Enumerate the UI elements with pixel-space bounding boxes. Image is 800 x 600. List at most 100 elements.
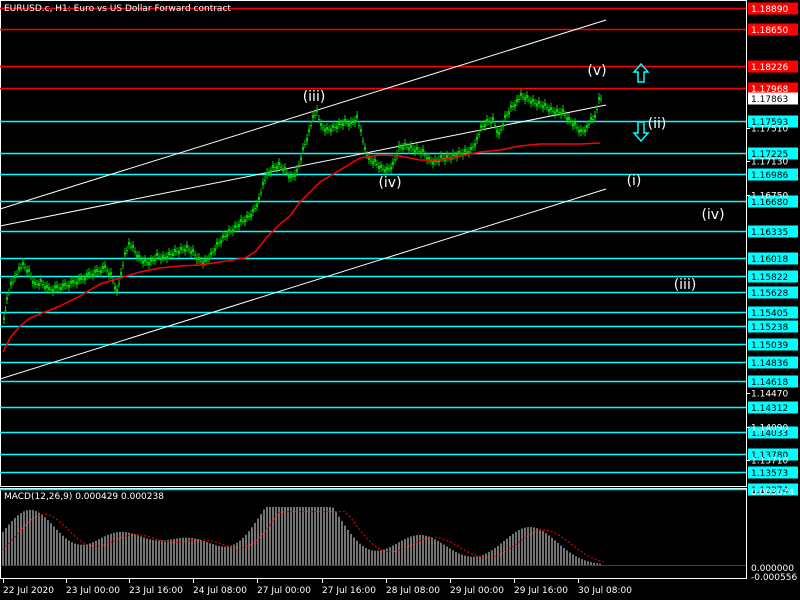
candle-body [208, 257, 210, 261]
candle-body [324, 128, 326, 132]
support-price-label: 1.13573 [751, 469, 788, 479]
candle-body [118, 283, 120, 285]
candle-body [158, 256, 160, 258]
candle-body [162, 255, 164, 258]
candle-body [50, 289, 52, 291]
candle-body [274, 167, 276, 168]
support-price-box [748, 426, 798, 439]
candle-body [130, 246, 132, 248]
down-arrow-icon [632, 121, 650, 143]
horizontal-levels-layer [0, 7, 746, 491]
candle-body [144, 259, 146, 262]
candle-body [508, 111, 510, 115]
chart-title: EURUSD.c, H1: Euro vs US Dollar Forward … [4, 4, 231, 14]
price-tick-label: 1.17510 [751, 125, 788, 135]
candle-body [272, 165, 274, 168]
moving-average-layer [2, 142, 601, 353]
time-axis-label: 30 Jul 08:00 [578, 586, 632, 596]
candle-body [364, 147, 366, 150]
candle-body [594, 115, 596, 118]
candle-body [210, 252, 212, 255]
candle-body [406, 146, 408, 148]
support-price-box [748, 466, 798, 479]
candle-body [10, 282, 12, 285]
candle-body [170, 254, 172, 255]
candle-body [558, 112, 560, 113]
candle-body [566, 117, 568, 121]
candle-body [384, 169, 386, 173]
candle-body [408, 147, 410, 151]
candle-body [254, 208, 256, 209]
candle-body [192, 249, 194, 252]
candle-body [458, 151, 460, 154]
support-price-box [748, 147, 798, 160]
candle-body [512, 106, 514, 107]
candle-body [102, 266, 104, 269]
candle-body [232, 229, 234, 233]
price-axis-layer: 1.18890 1.18650 1.18226 1.17968 1.17593 1.172… [746, 2, 798, 496]
candle-body [204, 259, 206, 262]
candle-body [216, 242, 218, 245]
candle-body [344, 119, 346, 122]
candle-body [498, 132, 500, 135]
candle-body [356, 115, 358, 118]
candle-body [366, 155, 368, 156]
candle-body [588, 124, 590, 125]
candle-body [570, 121, 572, 123]
candle-body [312, 115, 314, 118]
candle-body [68, 284, 70, 288]
candle-body [360, 129, 362, 132]
candle-body [368, 157, 370, 160]
candle-body [256, 204, 258, 207]
candle-body [166, 256, 168, 259]
candle-body [236, 226, 238, 227]
candle-body [110, 272, 112, 275]
candle-body [552, 110, 554, 112]
candle-body [392, 162, 394, 165]
macd-layer: 0.003674 0.000000-0.000556 [0, 488, 797, 583]
candle-body [48, 287, 50, 290]
candle-body [466, 151, 468, 153]
resistance-price-label: 1.17968 [751, 85, 788, 95]
support-price-label: 1.14312 [751, 404, 788, 414]
candle-body [424, 154, 426, 156]
wave-label-main-iii: (iii) [303, 89, 326, 105]
candle-body [516, 99, 518, 102]
candle-body [134, 251, 136, 253]
support-price-label: 1.14836 [751, 359, 788, 369]
candle-body [94, 269, 96, 273]
resistance-price-box [748, 60, 798, 73]
candle-body [112, 280, 114, 282]
candle-body [86, 273, 88, 277]
support-price-box [748, 225, 798, 238]
time-axis-label: 23 Jul 16:00 [129, 586, 183, 596]
candle-body [318, 119, 320, 120]
candle-body [142, 260, 144, 264]
candle-body [42, 284, 44, 285]
candle-body [64, 283, 66, 286]
candle-body [402, 146, 404, 150]
candle-body [3, 317, 5, 320]
main-chart-frame [0, 0, 747, 487]
candle-body [6, 297, 8, 300]
candle-body [522, 96, 524, 98]
candle-body [420, 151, 422, 155]
candle-body [146, 262, 148, 263]
candle-body [302, 147, 304, 150]
candle-body [234, 225, 236, 228]
support-price-box [748, 168, 798, 181]
candle-body [276, 166, 278, 169]
candle-body [454, 155, 456, 157]
time-axis-label: 24 Jul 08:00 [193, 586, 247, 596]
candle-body [266, 172, 268, 175]
support-price-box [748, 115, 798, 128]
candle-body [70, 280, 72, 284]
candle-body [182, 249, 184, 251]
candle-body [590, 117, 592, 120]
candle-body [150, 259, 152, 262]
candle-body [474, 143, 476, 147]
arrow-markers-layer [632, 62, 650, 143]
support-price-box [748, 286, 798, 299]
candle-body [298, 164, 300, 166]
